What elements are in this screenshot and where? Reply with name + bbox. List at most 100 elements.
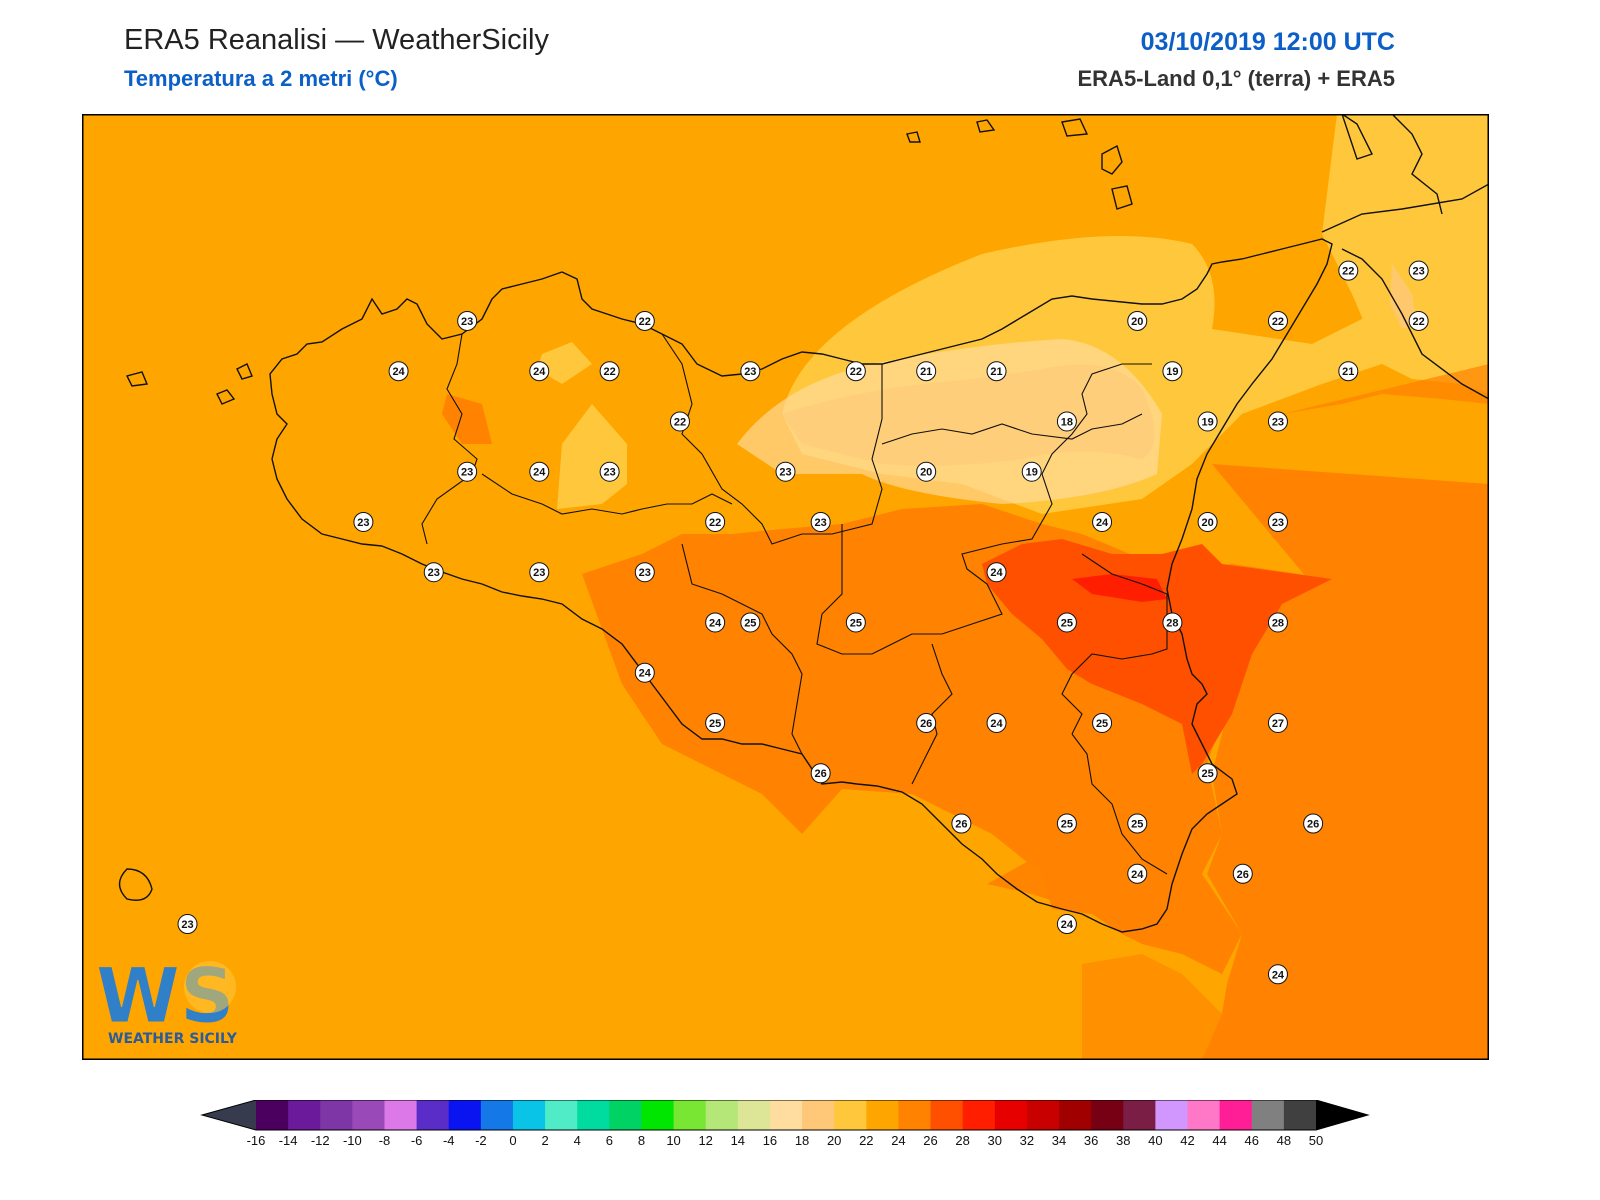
colorbar-swatch bbox=[577, 1100, 610, 1130]
colorbar-tick-label: 44 bbox=[1212, 1133, 1226, 1148]
temperature-label-marker bbox=[1338, 361, 1359, 382]
colorbar-swatch bbox=[288, 1100, 321, 1130]
temperature-label-marker bbox=[845, 361, 866, 382]
temperature-label: 27 bbox=[1267, 712, 1288, 733]
temperature-label-marker bbox=[916, 361, 937, 382]
colorbar-tick-label: -6 bbox=[411, 1133, 423, 1148]
temperature-label: 28 bbox=[1162, 612, 1183, 633]
temperature-label-value: 23 bbox=[461, 467, 473, 479]
colorbar-swatch bbox=[1283, 1100, 1317, 1130]
temperature-label: 20 bbox=[1127, 310, 1148, 331]
temperature-label: 24 bbox=[705, 612, 726, 633]
colorbar-tick-label: 18 bbox=[795, 1133, 809, 1148]
temperature-label: 20 bbox=[1197, 511, 1218, 532]
temperature-label-value: 22 bbox=[850, 366, 862, 378]
temperature-label: 23 bbox=[457, 461, 478, 482]
colorbar-swatch bbox=[1091, 1100, 1124, 1130]
temperature-label-marker bbox=[951, 813, 972, 834]
temperature-label-value: 25 bbox=[1061, 617, 1073, 629]
temperature-label-marker bbox=[1303, 813, 1324, 834]
temperature-label: 25 bbox=[740, 612, 761, 633]
temperature-label-value: 22 bbox=[674, 416, 686, 428]
temperature-label-value: 23 bbox=[744, 366, 756, 378]
temperature-label: 24 bbox=[388, 361, 409, 382]
temperature-label: 22 bbox=[1267, 310, 1288, 331]
temperature-label: 26 bbox=[1303, 813, 1324, 834]
data-source-label: ERA5-Land 0,1° (terra) + ERA5 bbox=[1077, 66, 1396, 91]
colorbar-swatch bbox=[769, 1100, 803, 1130]
temperature-label-marker bbox=[1197, 411, 1218, 432]
colorbar-tick-label: -12 bbox=[311, 1133, 330, 1148]
temperature-label-marker bbox=[986, 361, 1007, 382]
temperature-label-marker bbox=[457, 310, 478, 331]
colorbar-tick-label: 28 bbox=[955, 1133, 969, 1148]
temperature-label-value: 20 bbox=[920, 467, 932, 479]
colorbar-swatch bbox=[512, 1100, 546, 1130]
temperature-label-value: 22 bbox=[709, 517, 721, 529]
temperature-label-marker bbox=[1267, 712, 1288, 733]
temperature-label-value: 24 bbox=[533, 467, 546, 479]
temperature-label-value: 23 bbox=[1413, 266, 1425, 278]
temperature-label: 23 bbox=[740, 361, 761, 382]
temperature-label-value: 25 bbox=[744, 617, 756, 629]
temperature-label-marker bbox=[1232, 863, 1253, 884]
temperature-label: 25 bbox=[1092, 712, 1113, 733]
temperature-label-value: 28 bbox=[1166, 617, 1178, 629]
temperature-label-marker bbox=[423, 562, 444, 583]
colorbar-tick-label: 16 bbox=[763, 1133, 777, 1148]
temperature-label-value: 20 bbox=[1201, 517, 1213, 529]
temperature-label: 26 bbox=[951, 813, 972, 834]
temperature-label: 22 bbox=[634, 310, 655, 331]
temperature-field bbox=[82, 114, 1489, 1060]
temperature-label-marker bbox=[1056, 411, 1077, 432]
temperature-label-value: 24 bbox=[1131, 869, 1144, 881]
temperature-label-marker bbox=[457, 461, 478, 482]
temperature-label: 23 bbox=[177, 914, 198, 935]
temperature-label-marker bbox=[1056, 914, 1077, 935]
temperature-label-value: 23 bbox=[181, 919, 193, 931]
temperature-label: 25 bbox=[845, 612, 866, 633]
colorbar-tick-label: -4 bbox=[443, 1133, 455, 1148]
temperature-label-marker bbox=[634, 662, 655, 683]
temperature-label: 26 bbox=[810, 763, 831, 784]
temperature-label: 22 bbox=[845, 361, 866, 382]
temperature-label: 28 bbox=[1267, 612, 1288, 633]
temperature-label-marker bbox=[1267, 310, 1288, 331]
temperature-label-marker bbox=[1197, 763, 1218, 784]
colorbar-tick-label: 46 bbox=[1245, 1133, 1259, 1148]
colorbar-ticks: -16 -14 -12 -10 -8 -6 -4 -2 0 2 4 6 8 10 12 14 16 18 20 22 2… bbox=[247, 1133, 1324, 1148]
temperature-label-value: 25 bbox=[1096, 718, 1108, 730]
colorbar-swatch bbox=[834, 1100, 867, 1130]
temperature-label: 24 bbox=[1092, 511, 1113, 532]
temperature-label-value: 21 bbox=[990, 366, 1002, 378]
temperature-label-marker bbox=[177, 914, 198, 935]
temperature-label-marker bbox=[634, 310, 655, 331]
temperature-label-value: 26 bbox=[955, 819, 967, 831]
temperature-label-marker bbox=[669, 411, 690, 432]
colorbar-tick-label: 26 bbox=[923, 1133, 937, 1148]
temperature-label: 24 bbox=[529, 361, 550, 382]
temperature-label-value: 22 bbox=[1342, 266, 1354, 278]
temperature-label-value: 26 bbox=[920, 718, 932, 730]
temperature-label-value: 22 bbox=[639, 316, 651, 328]
temperature-label-marker bbox=[1197, 511, 1218, 532]
temperature-label-value: 24 bbox=[709, 617, 722, 629]
temperature-label-marker bbox=[775, 461, 796, 482]
temperature-label-value: 22 bbox=[1413, 316, 1425, 328]
temperature-label-marker bbox=[1092, 712, 1113, 733]
temperature-label-value: 24 bbox=[533, 366, 546, 378]
temperature-label-value: 23 bbox=[1272, 416, 1284, 428]
temperature-label-value: 21 bbox=[920, 366, 932, 378]
temperature-label: 24 bbox=[634, 662, 655, 683]
temperature-label-marker bbox=[1162, 612, 1183, 633]
map-subtitle: Temperatura a 2 metri (°C) bbox=[124, 66, 398, 91]
colorbar-swatch bbox=[641, 1100, 675, 1130]
colorbar-over-arrow bbox=[1316, 1100, 1368, 1130]
temperature-label-value: 26 bbox=[1237, 869, 1249, 881]
colorbar-tick-label: 8 bbox=[638, 1133, 645, 1148]
temperature-label: 19 bbox=[1021, 461, 1042, 482]
colorbar-tick-label: -2 bbox=[475, 1133, 487, 1148]
temperature-label: 23 bbox=[423, 562, 444, 583]
temperature-label-marker bbox=[810, 763, 831, 784]
temperature-label-value: 19 bbox=[1166, 366, 1178, 378]
